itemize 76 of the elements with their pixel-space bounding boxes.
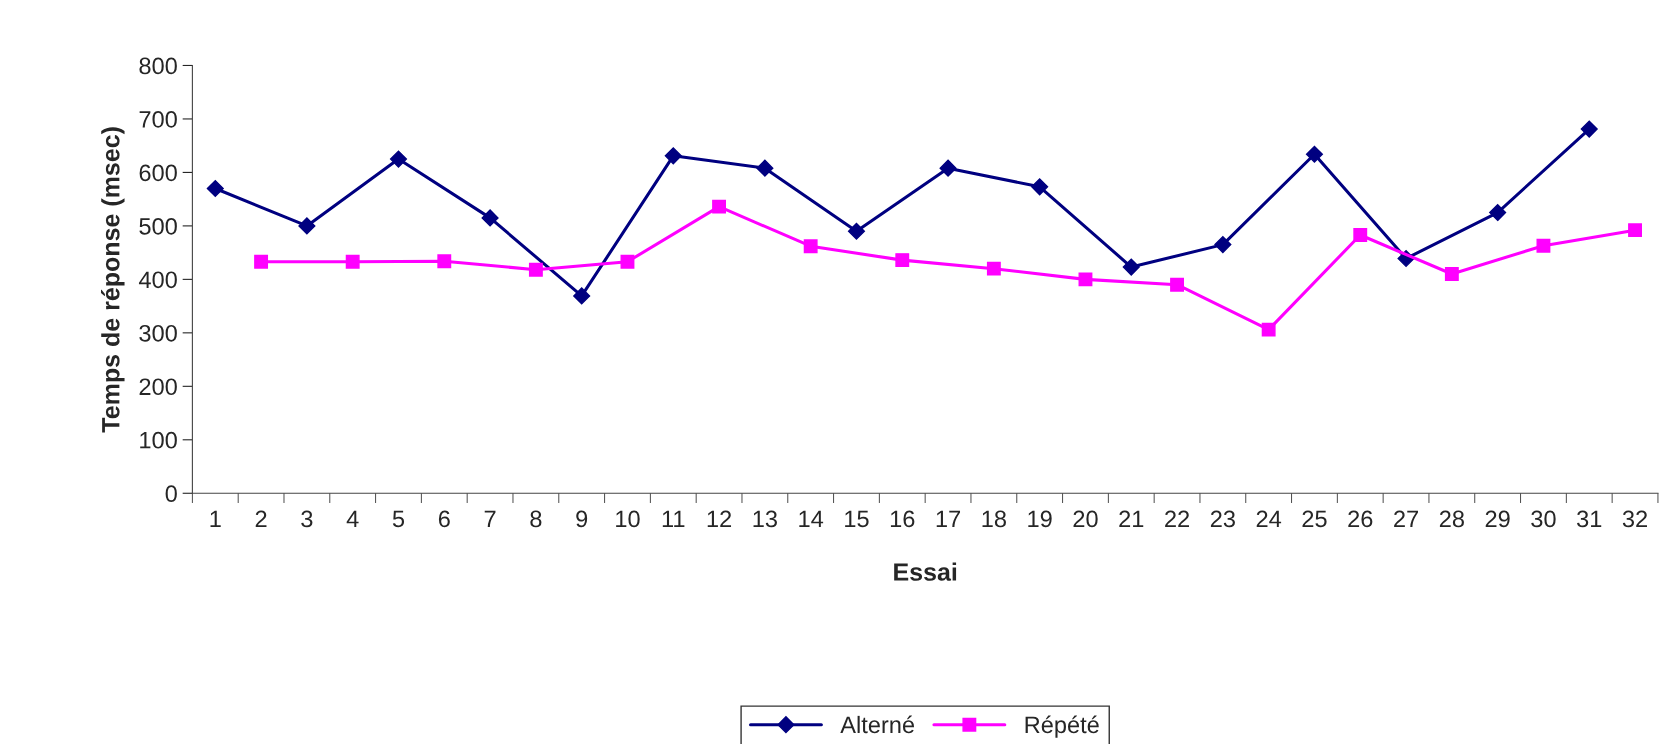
x-tick-label: 16 (890, 510, 915, 528)
point (1444, 267, 1459, 281)
y-axis-title: Temps de réponse (msec) (101, 127, 125, 433)
y-tick-label: 600 (139, 164, 177, 182)
x-tick-label: 29 (1485, 510, 1510, 528)
point (1214, 236, 1232, 254)
x-tick-label: 5 (392, 510, 405, 528)
point (1122, 258, 1140, 276)
point (206, 179, 224, 198)
x-tick-label: 8 (530, 510, 542, 528)
y-tick-label: 0 (165, 485, 177, 503)
point (573, 287, 591, 305)
x-tick-label: 6 (438, 510, 450, 528)
x-tick-label: 11 (662, 510, 685, 528)
x-tick-label: 27 (1394, 510, 1418, 528)
point (712, 199, 727, 214)
point (1580, 120, 1598, 138)
point (389, 150, 408, 168)
point (1305, 145, 1324, 163)
point (939, 159, 957, 177)
x-tick-label: 23 (1210, 510, 1235, 528)
point (1628, 223, 1642, 238)
x-tick-label: 28 (1439, 510, 1464, 528)
point (1489, 203, 1507, 222)
point (481, 209, 499, 227)
x-tick-label: 1 (210, 510, 221, 528)
point (528, 262, 543, 277)
point (620, 254, 635, 269)
legend-label: Alterné (840, 715, 915, 734)
y-tick-label: 800 (139, 57, 177, 75)
point (1170, 277, 1185, 292)
x-tick-label: 22 (1165, 510, 1190, 528)
x-tick-label: 7 (484, 510, 496, 528)
x-tick-label: 15 (845, 510, 869, 528)
y-tick-label: 400 (138, 271, 177, 289)
x-axis-title: Essai (894, 562, 957, 581)
point (1536, 238, 1551, 253)
point (756, 159, 774, 177)
x-tick-label: 31 (1577, 510, 1602, 528)
point (1261, 322, 1276, 337)
x-tick-label: 21 (1119, 510, 1144, 528)
point (298, 217, 316, 235)
x-tick-label: 30 (1531, 510, 1556, 528)
point (803, 239, 818, 254)
x-tick-label: 12 (707, 510, 732, 528)
point (847, 222, 866, 240)
x-tick-label: 14 (799, 510, 824, 528)
point (1353, 228, 1368, 242)
x-tick-label: 24 (1256, 510, 1282, 528)
point (895, 253, 910, 268)
x-tick-label: 26 (1348, 510, 1373, 528)
point (664, 147, 682, 165)
x-tick-label: 32 (1622, 510, 1647, 528)
x-tick-label: 20 (1073, 510, 1098, 528)
point (437, 254, 452, 269)
legend-label: Répété (1025, 715, 1099, 738)
x-tick-label: 2 (255, 510, 267, 528)
x-tick-label: 4 (346, 510, 359, 528)
y-tick-label: 100 (140, 431, 177, 449)
x-tick-label: 17 (936, 510, 961, 528)
y-tick-label: 700 (139, 111, 177, 128)
point (1078, 272, 1093, 287)
y-tick-label: 200 (139, 378, 177, 396)
y-tick-label: 300 (139, 324, 177, 342)
point (1031, 178, 1049, 196)
x-tick-label: 13 (753, 510, 777, 528)
x-tick-label: 25 (1302, 510, 1327, 528)
x-tick-label: 3 (301, 510, 313, 528)
x-tick-label: 9 (576, 510, 588, 528)
point (986, 261, 1001, 276)
x-tick-label: 10 (616, 510, 640, 528)
point (254, 254, 269, 269)
point (345, 254, 360, 269)
y-tick-label: 500 (139, 217, 177, 235)
x-tick-label: 18 (982, 510, 1006, 528)
x-tick-label: 19 (1028, 510, 1052, 528)
